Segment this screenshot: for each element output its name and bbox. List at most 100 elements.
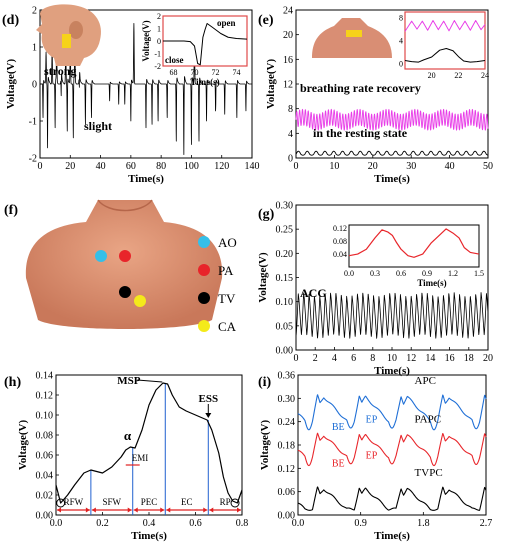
inset: 0.0 0.3 0.6 0.9 1.2 1.5 0.04 0.08 0.12 Time(s) [333,224,484,288]
chest-illustration [25,199,223,329]
series-line-PAPC [297,432,487,467]
y-tick-label: 24 [283,6,293,17]
y-tick-label: 0.30 [276,201,294,212]
series-line-black [295,150,489,156]
y-tick-label: 0.24 [278,417,296,428]
acg-signal [295,292,489,339]
panel-label: (i) [258,375,272,390]
y-tick-label: 2 [32,6,37,17]
axes: 0 2 4 6 8 10 12 14 16 18 20 0.00 0.05 0.10 0.15 0.20 0.2… [257,201,493,378]
inset-y-tick-label: 8 [399,14,403,23]
annot-be: BE [332,458,345,469]
legend-label-pa: PA [218,263,234,278]
inset-y-tick-label: 0 [399,59,403,68]
x-tick-label: 14 [425,353,435,364]
inset-x-tick-label: 0.6 [396,269,406,278]
y-tick-label: 0.20 [276,249,294,260]
y-tick-label: 0.00 [278,511,296,522]
phase-arrowhead [57,507,61,513]
x-tick-label: 20 [368,161,378,172]
x-tick-label: 0 [294,353,299,364]
inset-y-tick-label: 2 [157,12,161,21]
y-tick-label: -1 [29,117,37,128]
y-tick-label: 4 [288,129,293,140]
annot-be: BE [332,422,345,433]
phase-label: SFW [103,497,122,507]
phase-arrowhead [237,507,241,513]
y-tick-label: 0.30 [278,394,296,405]
phase-arrowhead [85,507,90,513]
annot-ep: EP [366,414,378,425]
phase-arrowhead [203,507,208,513]
marker-label: ESS [198,393,218,405]
inset-x-tick-label: 72 [212,68,220,77]
torso-illustration [312,18,392,58]
axes: 0.0 0.2 0.4 0.6 0.8 0.00 0.02 0.04 0.06 0.08 0.10 0… [17,371,248,543]
marker-arrow [137,379,163,383]
x-tick-label: 8 [370,353,375,364]
panel-label: (h) [4,375,21,390]
x-tick-label: 30 [406,161,416,172]
x-tick-label: 40 [96,161,106,172]
y-tick-label: 20 [283,30,293,41]
x-tick-label: 0 [294,161,299,172]
x-tick-label: 10 [329,161,339,172]
y-tick-label: 0.12 [36,391,54,402]
inset: 20 22 24 0 4 8 [399,11,489,80]
y-tick-label: 0.25 [276,225,294,236]
inset-line-black [404,47,486,63]
inset-x-tick-label: 22 [454,71,462,80]
inset-y-tick-label: -2 [154,62,161,71]
x-tick-label: 60 [126,161,136,172]
inset-x-tick-label: 1.5 [474,269,484,278]
x-tick-label: 0 [38,161,43,172]
panel-f: (f) AO PA TV CA [4,199,237,334]
y-tick-label: 0.08 [36,431,54,442]
blink-signal [39,23,253,156]
y-tick-label: 0.10 [36,411,54,422]
phase-label: PEC [141,497,158,507]
marker-label: MSP [117,375,140,387]
panel-label: (f) [4,203,18,218]
y-tick-label: 0 [288,154,293,165]
x-tick-label: 2 [313,353,318,364]
panel-h: (h) 0.0 0.2 0.4 0.6 0.80.000.020.040.060.080… [4,371,248,543]
phase-label: RP [220,497,231,507]
x-tick-label: 18 [464,353,474,364]
marker-arrowhead [205,413,212,418]
legend-swatch-pa [198,264,210,276]
x-tick-label: 80 [156,161,166,172]
legend-label-ao: AO [218,235,237,250]
inset-x-axis-label: Time(s) [190,77,219,87]
plot-frame [297,374,487,516]
y-tick-label: 1 [32,43,37,54]
y-tick-label: 0.04 [36,471,54,482]
y-tick-label: 0.36 [278,371,296,382]
inset-y-tick-label: -1 [154,50,161,59]
head-illustration [36,4,102,67]
annot-resting: in the resting state [313,126,408,140]
start-circle [56,498,66,508]
inset-line [348,228,480,258]
x-tick-label: 120 [214,161,229,172]
x-tick-label: 40 [445,161,455,172]
x-tick-label: 20 [65,161,75,172]
x-tick-label: 0.4 [143,518,156,529]
legend-swatch-ca [198,320,210,332]
y-tick-label: 0.15 [276,273,294,284]
y-axis-label: Voltage(V) [5,59,17,110]
x-tick-label: 4 [332,353,337,364]
y-tick-label: 0.06 [36,451,54,462]
y-tick-label: 0.02 [36,491,54,502]
inset-x-axis-label: Time(s) [417,278,446,288]
x-tick-label: 10 [387,353,397,364]
y-tick-label: -2 [29,154,37,165]
x-tick-label: 0.8 [236,518,249,529]
inset-x-tick-label: 70 [191,68,199,77]
inset-annot-close: close [165,55,184,65]
x-tick-label: 140 [245,161,260,172]
series-line-magenta [295,108,489,131]
phase-arrowhead [166,507,171,513]
x-tick-label: 0.6 [189,518,202,529]
x-axis-label: Time(s) [128,173,164,185]
